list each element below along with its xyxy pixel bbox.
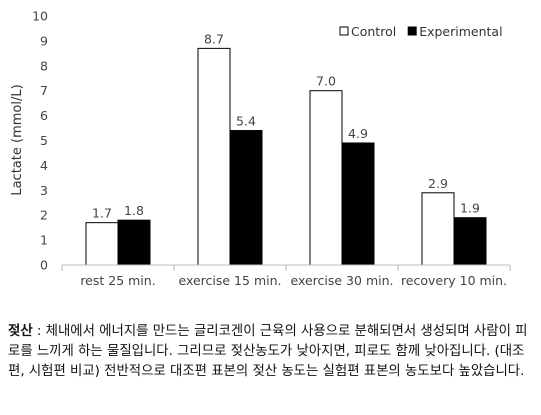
x-axis-labels: rest 25 min. exercise 15 min. exercise 30 …	[80, 273, 507, 288]
bar-value-label: 4.9	[348, 126, 368, 141]
y-tick-label: 5	[40, 133, 48, 148]
bar-value-label: 1.9	[460, 201, 480, 216]
bar-value-label: 5.4	[236, 114, 256, 129]
bar-experimental	[229, 130, 263, 266]
y-tick-label: 6	[40, 108, 48, 123]
legend-swatch	[407, 26, 417, 36]
y-tick-label: 8	[40, 58, 48, 73]
x-tick-label: rest 25 min.	[80, 273, 155, 288]
bar-control	[421, 192, 455, 266]
y-tick-label: 2	[40, 208, 48, 223]
bars	[85, 47, 487, 266]
legend-label: Control	[351, 24, 396, 39]
legend-label: Experimental	[419, 24, 502, 39]
caption-term: 젖산	[8, 324, 33, 339]
x-tick-label: exercise 30 min.	[291, 273, 394, 288]
x-tick-label: recovery 10 min.	[401, 273, 507, 288]
caption: 젖산 : 체내에서 에너지를 만드는 글리코겐이 근육의 사용으로 분해되면서 …	[8, 322, 536, 382]
x-tick-label: exercise 15 min.	[179, 273, 282, 288]
bar-control	[197, 47, 231, 266]
y-tick-label: 10	[32, 9, 48, 24]
bar-value-label: 7.0	[316, 74, 336, 89]
bar-value-label: 1.7	[92, 206, 112, 221]
bar-control	[85, 222, 119, 266]
caption-text: : 체내에서 에너지를 만드는 글리코겐이 근육의 사용으로 분해되면서 생성되…	[8, 324, 528, 379]
bar-experimental	[453, 217, 487, 266]
y-tick-label: 1	[40, 233, 48, 248]
y-tick-label: 3	[40, 183, 48, 198]
y-axis-label: Lactate (mmol/L)	[10, 84, 25, 195]
y-tick-label: 9	[40, 33, 48, 48]
bar-control	[309, 90, 343, 266]
legend-swatch	[339, 26, 349, 36]
y-tick-label: 4	[40, 158, 48, 173]
y-tick-label: 0	[40, 258, 48, 273]
value-labels: 1.7 1.8 8.7 5.4 7.0 4.9 2.9 1.9	[92, 31, 480, 220]
x-axis-ticks	[61, 265, 511, 271]
bar-value-label: 8.7	[204, 31, 224, 46]
y-axis-ticks: 0 1 2 3 4 5 6 7 8 9 10	[32, 9, 48, 273]
bar-experimental	[117, 219, 151, 266]
bar-value-label: 2.9	[428, 176, 448, 191]
bar-experimental	[341, 142, 375, 266]
y-tick-label: 7	[40, 83, 48, 98]
legend: Control Experimental	[339, 24, 503, 39]
bar-value-label: 1.8	[124, 203, 144, 218]
lactate-bar-chart: Lactate (mmol/L) 0 1 2 3 4 5 6 7 8 9 10 1.7 1.8 8.7 5…	[10, 9, 511, 288]
